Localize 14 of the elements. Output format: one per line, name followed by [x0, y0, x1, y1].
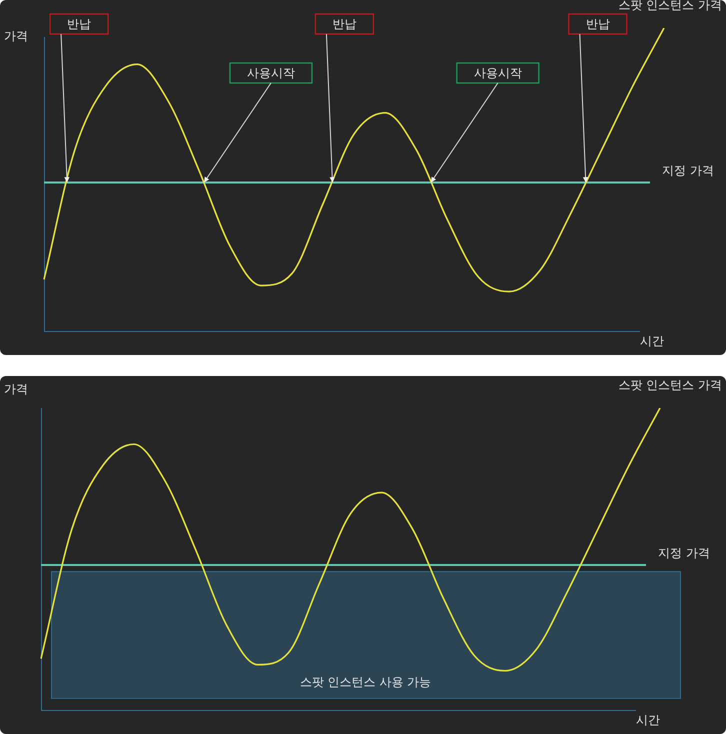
ref-line-label: 지정 가격	[658, 546, 710, 560]
x-axis-title: 시간	[640, 334, 664, 348]
annotation: 사용시작	[246, 66, 295, 80]
annotation: 사용시작	[474, 66, 522, 80]
y-axis-title: 가격	[4, 29, 28, 44]
band-label: 스팟 인스턴스 사용 가능	[300, 675, 432, 690]
x-axis-title: 시간	[636, 713, 660, 728]
series-label: 스팟 인스턴스 가격	[618, 0, 722, 12]
annotation: 반납	[332, 17, 356, 32]
text: 스팟 인스턴스 가격	[618, 378, 722, 392]
ref-line-label: 지정 가격	[662, 164, 714, 178]
annotation: 반납	[586, 17, 610, 32]
annotation: 반납	[67, 17, 92, 32]
y-axis-title: 가격	[4, 382, 28, 396]
